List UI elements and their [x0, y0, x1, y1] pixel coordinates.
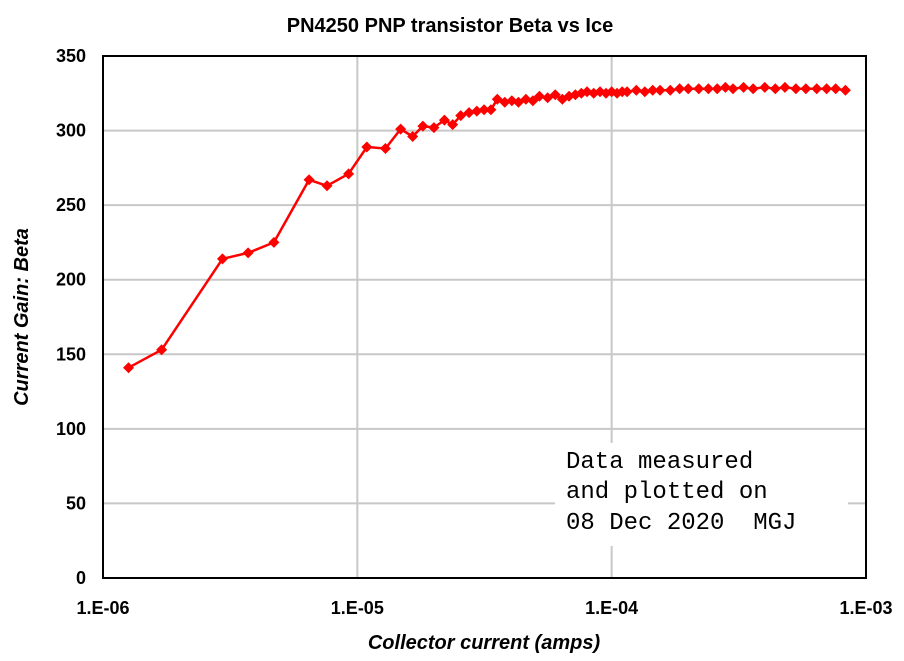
- data-point: [417, 120, 429, 132]
- data-point: [759, 81, 771, 93]
- data-point: [639, 86, 651, 98]
- data-point: [790, 83, 802, 95]
- data-point: [268, 236, 280, 248]
- data-point: [821, 83, 833, 95]
- data-point: [361, 141, 373, 153]
- x-tick-label: 1.E-04: [585, 598, 638, 618]
- y-tick-label: 150: [56, 344, 86, 364]
- data-point: [621, 86, 633, 98]
- data-point: [674, 83, 686, 95]
- data-point: [811, 83, 823, 95]
- x-axis-label: Collector current (amps): [368, 632, 601, 654]
- data-point: [779, 81, 791, 93]
- data-point: [447, 119, 459, 131]
- y-tick-label: 200: [56, 270, 86, 290]
- data-point: [455, 110, 467, 122]
- data-point: [747, 83, 759, 95]
- x-tick-label: 1.E-06: [76, 598, 129, 618]
- data-point: [533, 90, 545, 102]
- data-point: [485, 104, 497, 116]
- data-point: [499, 96, 511, 108]
- data-point: [156, 344, 168, 356]
- data-point: [702, 83, 714, 95]
- annotation-line-2: and plotted on: [566, 479, 768, 506]
- data-point: [738, 81, 750, 93]
- data-point: [769, 83, 781, 95]
- x-tick-label: 1.E-05: [331, 598, 384, 618]
- data-point: [711, 83, 723, 95]
- data-point: [654, 84, 666, 96]
- series-line: [127, 86, 846, 369]
- annotation: Data measured and plotted on 08 Dec 2020…: [555, 443, 848, 546]
- data-point: [428, 122, 440, 134]
- x-axis-ticks: 1.E-06 1.E-05 1.E-04 1.E-03: [76, 598, 892, 618]
- data-point: [343, 168, 355, 180]
- data-point: [123, 362, 135, 374]
- y-axis-ticks: 0 50 100 150 200 250 300 350: [56, 46, 86, 588]
- y-tick-label: 50: [66, 493, 86, 513]
- data-point: [438, 114, 450, 126]
- chart-title: PN4250 PNP transistor Beta vs Ice: [287, 15, 613, 37]
- data-point: [830, 83, 842, 95]
- data-point: [303, 174, 315, 186]
- data-point: [630, 84, 642, 96]
- y-tick-label: 350: [56, 46, 86, 66]
- plot-area-frame: [102, 55, 867, 579]
- data-point: [379, 142, 391, 154]
- data-point: [839, 84, 851, 96]
- data-point: [549, 89, 561, 101]
- data-point: [664, 84, 676, 96]
- data-point: [471, 105, 483, 117]
- y-tick-label: 250: [56, 195, 86, 215]
- data-point: [463, 107, 475, 119]
- data-point: [800, 83, 812, 95]
- annotation-line-1: Data measured: [566, 449, 753, 476]
- y-tick-label: 0: [76, 568, 86, 588]
- data-point: [727, 83, 739, 95]
- data-point: [647, 84, 659, 96]
- annotation-line-3: 08 Dec 2020 MGJ: [566, 510, 796, 537]
- y-tick-label: 100: [56, 419, 86, 439]
- data-point: [395, 123, 407, 135]
- y-tick-label: 300: [56, 121, 86, 141]
- data-point: [693, 83, 705, 95]
- data-point: [321, 180, 333, 192]
- series-markers: [123, 81, 851, 374]
- annotation-box: [555, 443, 848, 546]
- data-point: [478, 104, 490, 116]
- data-point: [719, 81, 731, 93]
- data-point: [407, 131, 419, 143]
- data-point: [216, 253, 228, 265]
- data-point: [242, 247, 254, 259]
- y-axis-label: Current Gain: Beta: [11, 228, 33, 406]
- data-point: [527, 95, 539, 107]
- data-point: [682, 83, 694, 95]
- x-tick-label: 1.E-03: [839, 598, 892, 618]
